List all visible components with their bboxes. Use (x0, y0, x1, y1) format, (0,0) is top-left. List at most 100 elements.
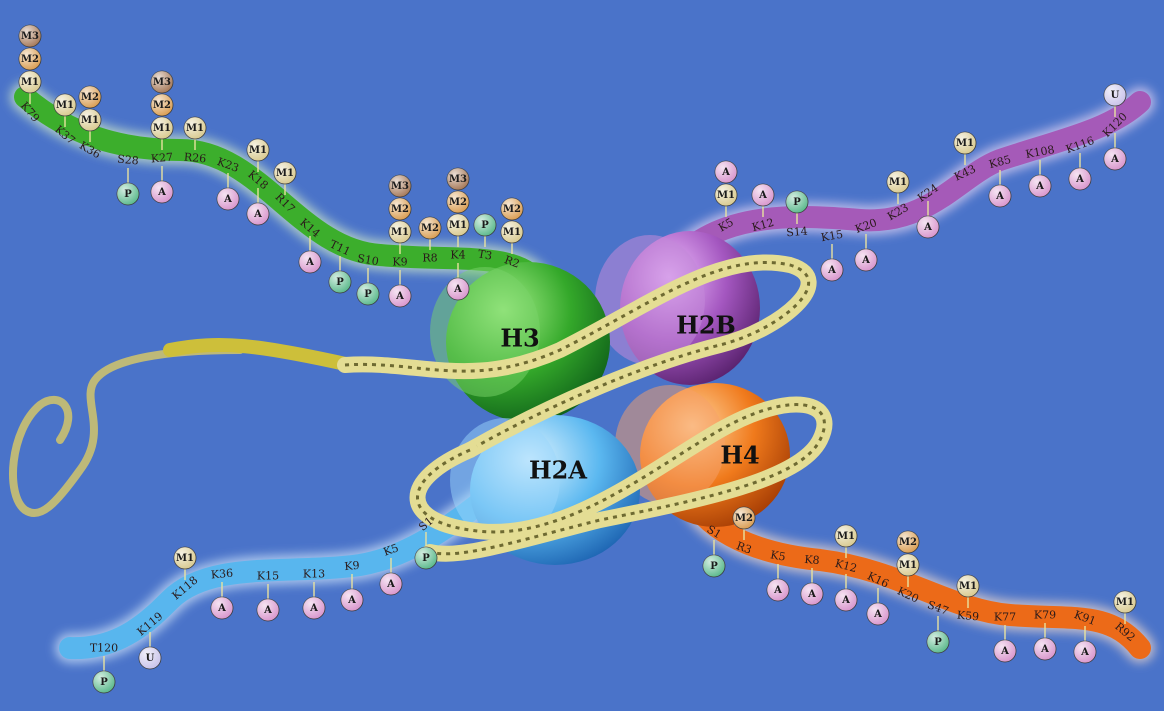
mod-p-bead: P (473, 213, 497, 237)
mod-m1-bead-text: M1 (249, 145, 267, 156)
mod-m1-bead: M1 (953, 131, 977, 155)
mod-a-bead: A (302, 596, 326, 620)
mod-a-bead: A (1033, 637, 1057, 661)
mod-m2-bead-text: M2 (391, 204, 409, 215)
mod-m1-bead: M1 (714, 183, 738, 207)
h2a-residue: A K15 (256, 570, 280, 622)
mod-m2-bead-text: M2 (421, 223, 439, 234)
h3-residue-label: K27 (150, 151, 173, 166)
mod-m1-bead-text: M1 (959, 581, 977, 592)
mod-a-bead-text: A (386, 579, 395, 590)
mod-a-bead-text: A (395, 291, 404, 302)
h3-residue-label: K9 (392, 256, 407, 269)
mod-m3-bead-text: M3 (153, 77, 171, 88)
h2a-residue-label: T120 (90, 642, 118, 655)
mod-p-bead-text: P (793, 197, 801, 208)
mod-m2-bead-text: M2 (21, 54, 39, 65)
h4-residue: A K77 (993, 611, 1017, 663)
mod-a-bead: A (820, 258, 844, 282)
mod-m3-bead: M3 (446, 167, 470, 191)
mod-a-bead-text: A (758, 190, 767, 201)
h4-residue-label: R3 (735, 539, 754, 556)
mod-m1-bead: M1 (1113, 590, 1137, 614)
h3-residue: M1 R26 (183, 116, 207, 165)
mod-a-bead: A (340, 588, 364, 612)
h3-residue-label: R8 (422, 252, 437, 265)
mod-m2-bead: M2 (388, 197, 412, 221)
mod-p-bead: P (414, 546, 438, 570)
mod-m1-bead: M1 (500, 220, 524, 244)
h3-label: H3 (500, 324, 539, 353)
mod-p-bead-text: P (422, 553, 430, 564)
h4-residue-label: K79 (1034, 609, 1056, 622)
h2b-residue: P S14 (785, 190, 809, 240)
chromatin-coil (163, 338, 357, 372)
mod-a-bead-text: A (223, 194, 232, 205)
mod-m1-bead: M1 (150, 116, 174, 140)
h2a-residue-label: K36 (210, 567, 233, 582)
mod-a-bead-text: A (253, 209, 262, 220)
mod-m1-bead-text: M1 (56, 100, 74, 111)
mod-p-bead-text: P (364, 289, 372, 300)
mod-a-bead-text: A (347, 595, 356, 606)
mod-m1-bead-text: M1 (956, 138, 974, 149)
h4-residue: P S1 (702, 523, 726, 578)
mod-p-bead-text: P (336, 277, 344, 288)
mod-a-bead-text: A (923, 222, 932, 233)
mod-a-bead: A (714, 160, 738, 184)
h4-residue: M2 R3 (732, 506, 756, 557)
h4-residue: M1 A K12 (834, 524, 858, 612)
mod-m2-bead: M2 (78, 85, 102, 109)
h2b-residue: A K108 (1024, 143, 1056, 198)
mod-m1-bead-text: M1 (391, 227, 409, 238)
h2b-tail-residues: M1AK5AK12PS14AK15AK20M1K23AK24M1K43AK85A… (714, 83, 1130, 282)
mod-a-bead: A (1028, 174, 1052, 198)
chromatin-fiber (9, 338, 357, 518)
h2a-residue-label: K9 (344, 559, 360, 573)
mod-m1-bead: M1 (273, 161, 297, 185)
mod-a-bead: A (988, 184, 1012, 208)
mod-a-bead: A (210, 596, 234, 620)
mod-m1-bead-text: M1 (153, 123, 171, 134)
mod-a-bead-text: A (1040, 644, 1049, 655)
h4-tail (684, 494, 1151, 659)
mod-m2-bead: M2 (732, 506, 756, 530)
mod-m1-bead: M1 (388, 220, 412, 244)
h4-residue: A K79 (1033, 609, 1057, 661)
mod-a-bead: A (446, 277, 470, 301)
mod-m1-bead-text: M1 (176, 553, 194, 564)
h2a-residue-label: K13 (303, 568, 325, 581)
h2a-residue: PS1 (414, 514, 438, 570)
mod-p-bead: P (356, 282, 380, 306)
mod-a-bead: A (216, 187, 240, 211)
mod-p-bead-text: P (100, 677, 108, 688)
mod-m1-bead: M1 (834, 524, 858, 548)
h2b-residue-label: K15 (820, 228, 844, 245)
mod-a-bead: A (298, 250, 322, 274)
h4-residue: A K5 (766, 548, 790, 602)
mod-m3-bead-text: M3 (449, 174, 467, 185)
mod-p-bead-text: P (934, 637, 942, 648)
mod-a-bead-text: A (861, 255, 870, 266)
h2b-residue-label: S14 (786, 225, 809, 240)
mod-a-bead: A (854, 248, 878, 272)
mod-m1-bead-text: M1 (21, 77, 39, 88)
mod-a-bead-text: A (157, 187, 166, 198)
mod-a-bead: A (751, 183, 775, 207)
mod-m2-bead-text: M2 (735, 513, 753, 524)
mod-m2-bead-text: M2 (81, 92, 99, 103)
h4-tail-residues: PS1M2R3AK5AK8M1AK12AK16M1M2K20PS47M1K59A… (702, 506, 1138, 664)
tail-bodies (14, 86, 1151, 660)
dna-upper-turn-helix (344, 260, 810, 452)
mod-m1-bead: M1 (446, 213, 470, 237)
mod-a-bead-text: A (305, 257, 314, 268)
